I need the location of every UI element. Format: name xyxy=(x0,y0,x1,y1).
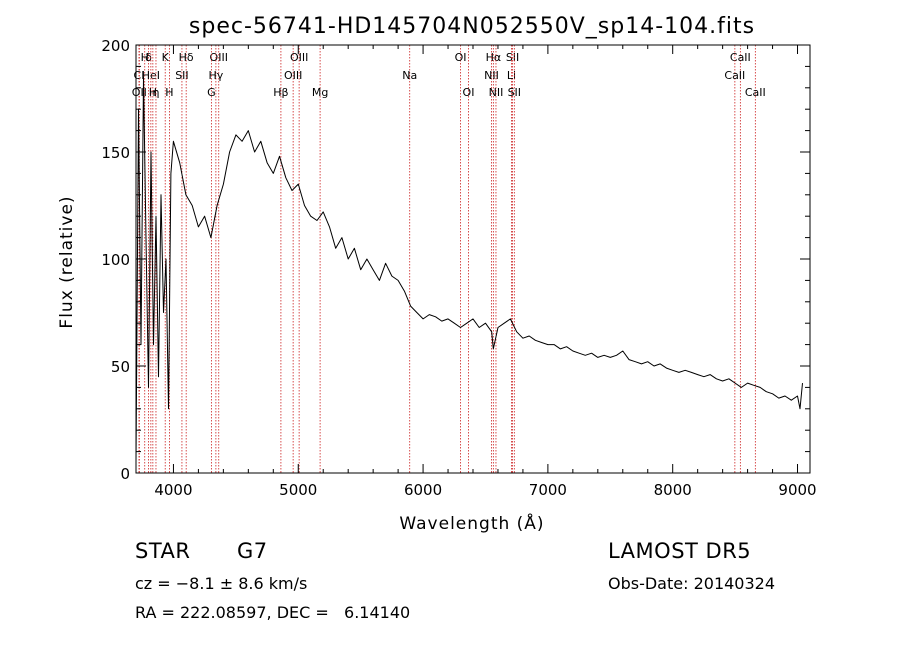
line-label-12: Hγ xyxy=(208,69,223,82)
chart-title: spec-56741-HD145704N052550V_sp14-104.fit… xyxy=(189,14,755,39)
line-label-18: Na xyxy=(402,69,417,82)
plot-frame xyxy=(135,44,811,474)
x-axis-label: Wavelength (Å) xyxy=(399,512,544,534)
line-label-7: η xyxy=(152,86,159,99)
y-tick-label-1: 50 xyxy=(111,358,130,376)
line-label-8: H xyxy=(165,86,173,99)
line-label-6: K xyxy=(162,51,170,64)
line-label-22: NII xyxy=(484,69,499,82)
line-label-19: OI xyxy=(455,51,467,64)
x-tick-label-5: 9000 xyxy=(778,481,816,499)
y-axis-label: Flux (relative) xyxy=(57,195,77,328)
line-label-4: HeI xyxy=(142,69,160,82)
series-line-0 xyxy=(135,76,803,463)
line-label-29: CaII xyxy=(745,86,766,99)
line-label-14: Hβ xyxy=(273,86,288,99)
obs-date: Obs-Date: 20140324 xyxy=(608,574,776,593)
y-tick-label-2: 100 xyxy=(101,251,130,269)
line-label-11: OIII xyxy=(210,51,228,64)
line-label-26: SII xyxy=(508,86,521,99)
line-label-9: SII xyxy=(175,69,188,82)
survey-label: LAMOST DR5 xyxy=(608,539,752,563)
line-label-2: H xyxy=(141,51,149,64)
line-label-15: OIII xyxy=(290,51,308,64)
axes: 4000 5000 6000 7000 8000 9000 0 50 100 150 200 xyxy=(101,37,816,499)
line-label-28: CaII xyxy=(724,69,745,82)
line-label-13: G xyxy=(207,86,216,99)
y-tick-label-3: 150 xyxy=(101,144,130,162)
line-label-24: SII xyxy=(506,51,519,64)
coordinates: RA = 222.08597, DEC = 6.14140 xyxy=(135,603,411,622)
line-label-20: OI xyxy=(463,86,475,99)
line-label-16: OIII xyxy=(284,69,302,82)
y-tick-label-0: 0 xyxy=(120,465,130,483)
emission-line-markers: CIOIIHδHeIHKηHSIIHδOIIIHγGHβOIIIOIIIMgNa… xyxy=(132,45,766,473)
x-tick-label-1: 5000 xyxy=(279,481,317,499)
spectrum-series xyxy=(135,76,803,463)
x-tick-label-4: 8000 xyxy=(654,481,692,499)
object-subclass: G7 xyxy=(237,539,268,563)
line-label-3: δ xyxy=(145,51,152,64)
x-tick-label-2: 6000 xyxy=(404,481,442,499)
x-tick-label-0: 4000 xyxy=(154,481,192,499)
line-label-5: H xyxy=(149,86,157,99)
y-tick-label-4: 200 xyxy=(101,37,130,55)
line-label-17: Mg xyxy=(312,86,328,99)
line-label-27: CaII xyxy=(730,51,751,64)
line-label-21: Hα xyxy=(486,51,502,64)
redshift-readout: cz = −8.1 ± 8.6 km/s xyxy=(135,574,308,593)
object-class: STAR xyxy=(135,539,191,563)
x-tick-label-3: 7000 xyxy=(529,481,567,499)
line-label-25: Li xyxy=(507,69,516,82)
line-label-23: NII xyxy=(489,86,504,99)
line-label-10: Hδ xyxy=(179,51,194,64)
